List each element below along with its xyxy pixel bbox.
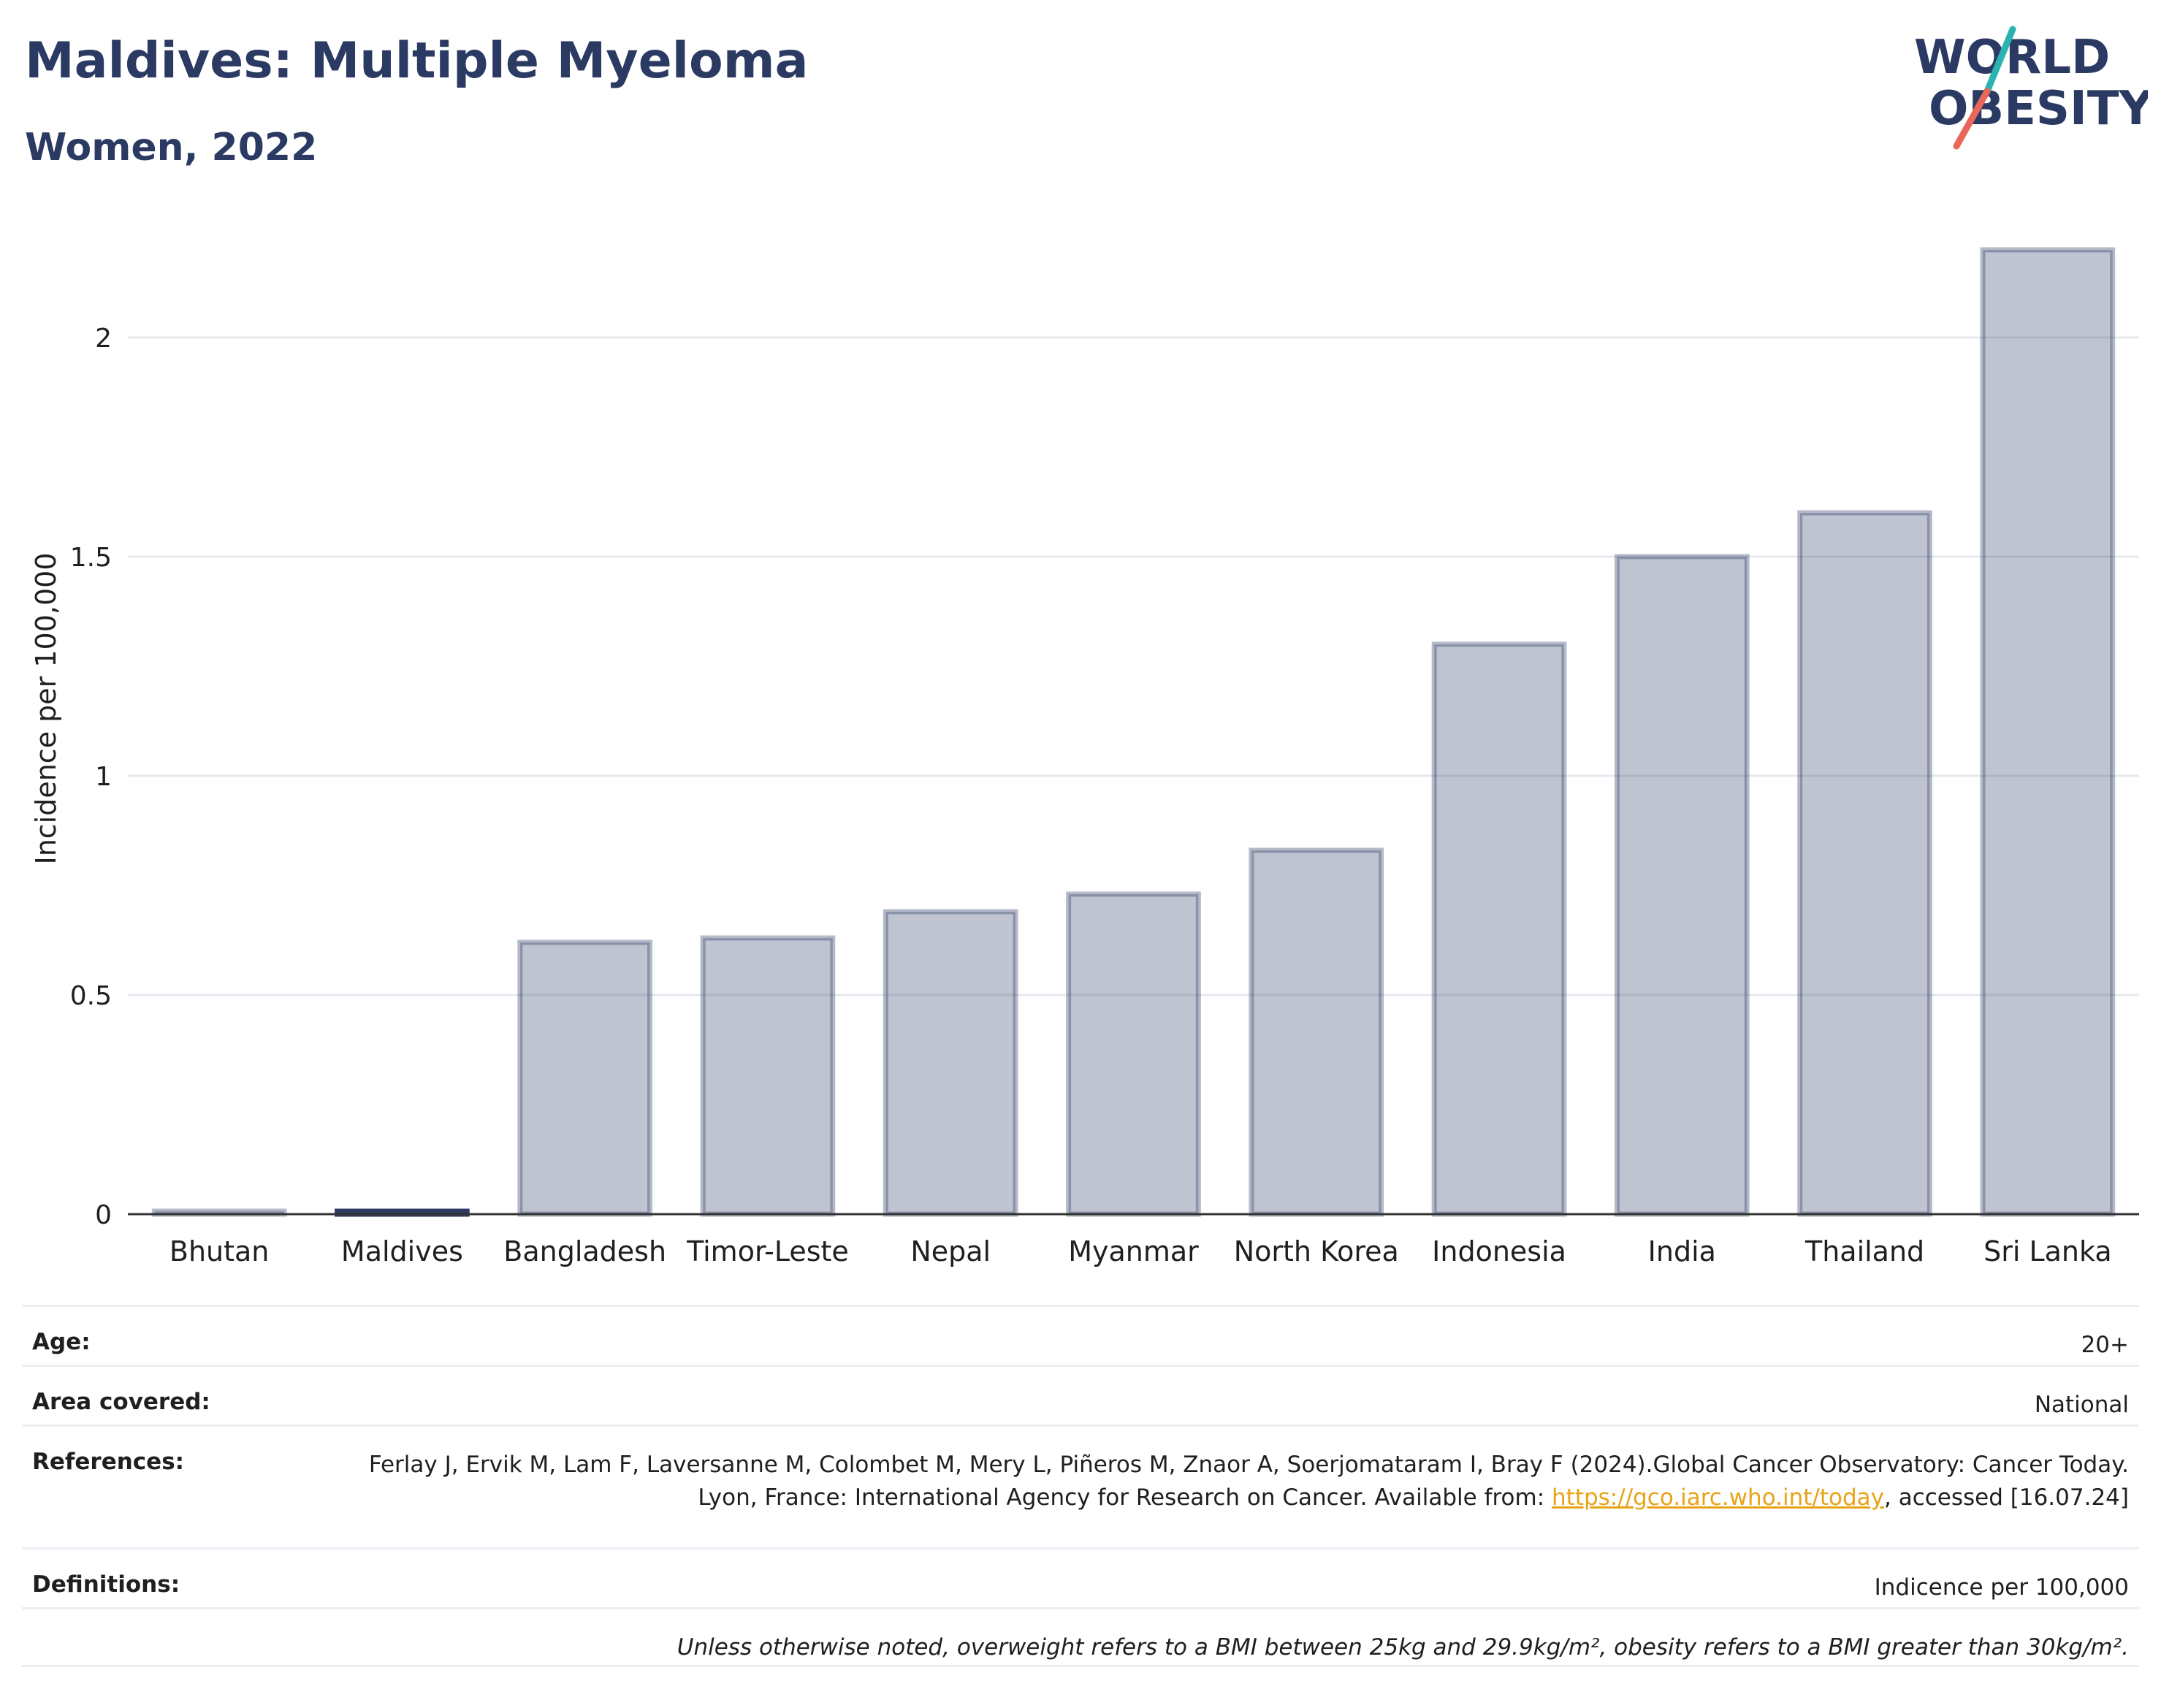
- x-tick-label: Myanmar: [1068, 1235, 1199, 1267]
- world-obesity-logo: WORLD OBESITY: [1914, 26, 2148, 150]
- x-tick-label: India: [1648, 1235, 1716, 1267]
- bar-nepal: [883, 909, 1018, 1217]
- area-value: National: [2034, 1392, 2129, 1418]
- x-tick-label: Bangladesh: [503, 1235, 666, 1267]
- chart-subtitle: Women, 2022: [25, 126, 318, 169]
- bar-indonesia: [1431, 641, 1567, 1217]
- x-tick-label: Sri Lanka: [1983, 1235, 2112, 1267]
- bar-myanmar: [1066, 891, 1201, 1217]
- x-tick-label: Timor-Leste: [686, 1235, 849, 1267]
- y-tick-label: 0: [95, 1200, 112, 1230]
- x-tick-label: Bhutan: [169, 1235, 270, 1267]
- x-tick-label: Indonesia: [1432, 1235, 1566, 1267]
- logo-line-1: WORLD: [1914, 31, 2110, 85]
- meta-row-age: Age: 20+: [22, 1305, 2139, 1365]
- bar-sri-lanka: [1980, 247, 2116, 1217]
- bar-india: [1614, 554, 1750, 1217]
- grid-lines: [128, 336, 2139, 996]
- meta-row-area: Area covered: National: [22, 1365, 2139, 1425]
- bar-bangladesh: [517, 939, 653, 1217]
- axes: 0 0.5 1 1.5 2 Bhutan Maldives Bangladesh Timor-L…: [70, 324, 2139, 1267]
- references-label: References:: [32, 1449, 185, 1475]
- bar-north-korea: [1249, 847, 1384, 1217]
- age-value: 20+: [2081, 1332, 2129, 1358]
- metadata-table: Age: 20+ Area covered: National Referenc…: [22, 1305, 2139, 1667]
- references-text-2: , accessed [16.07.24]: [1883, 1484, 2129, 1511]
- chart-title: Maldives: Multiple Myeloma: [25, 32, 809, 90]
- meta-row-note: Unless otherwise noted, overweight refer…: [22, 1607, 2139, 1667]
- references-link[interactable]: https://gco.iarc.who.int/today: [1552, 1484, 1884, 1511]
- bmi-note: Unless otherwise noted, overweight refer…: [676, 1634, 2129, 1661]
- age-label: Age:: [32, 1329, 91, 1355]
- x-tick-label: Thailand: [1804, 1235, 1924, 1267]
- logo-slash-teal: [1983, 26, 2016, 95]
- references-value: Ferlay J, Ervik M, Lam F, Laversanne M, …: [302, 1449, 2129, 1514]
- bar-timor-leste: [700, 935, 836, 1217]
- meta-row-definitions: Definitions: Indicence per 100,000: [22, 1547, 2139, 1607]
- meta-row-references: References: Ferlay J, Ervik M, Lam F, La…: [22, 1425, 2139, 1547]
- bar-chart: 0 0.5 1 1.5 2 Bhutan Maldives Bangladesh Timor-L…: [30, 247, 2139, 1267]
- references-text-1: Ferlay J, Ervik M, Lam F, Laversanne M, …: [368, 1452, 2129, 1511]
- y-tick-label: 1.5: [70, 543, 112, 573]
- definitions-value: Indicence per 100,000: [1874, 1574, 2129, 1601]
- bars: [151, 247, 2116, 1217]
- logo-slash-red: [1953, 88, 1991, 150]
- y-axis-label: Incidence per 100,000: [30, 552, 62, 864]
- definitions-label: Definitions:: [32, 1571, 180, 1598]
- bar-thailand: [1797, 510, 1932, 1217]
- x-tick-label: North Korea: [1234, 1235, 1399, 1267]
- y-tick-label: 0.5: [70, 981, 112, 1011]
- x-tick-label: Maldives: [341, 1235, 463, 1267]
- area-label: Area covered:: [32, 1389, 210, 1415]
- y-tick-label: 2: [95, 324, 112, 354]
- y-tick-label: 1: [95, 762, 112, 792]
- x-tick-label: Nepal: [910, 1235, 991, 1267]
